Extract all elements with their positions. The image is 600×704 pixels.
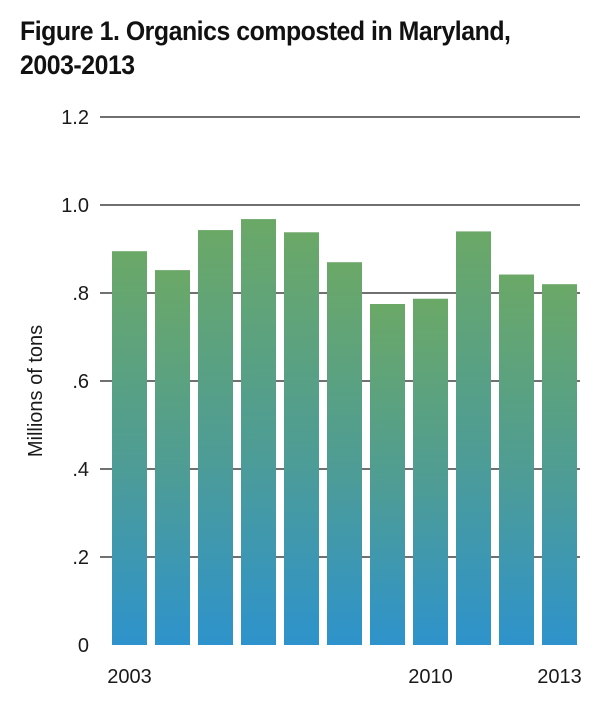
bar-2011 <box>456 231 491 645</box>
bar-2010 <box>413 298 448 645</box>
bar-2012 <box>499 274 534 645</box>
y-tick-label: 0 <box>78 635 89 657</box>
bar-2004 <box>155 270 190 645</box>
x-tick-label: 2013 <box>537 666 582 688</box>
x-tick-label: 2003 <box>107 666 152 688</box>
x-axis-tick-labels: 2003 2010 2013 <box>107 666 582 688</box>
chart-title: Figure 1. Organics composted in Maryland… <box>20 14 544 82</box>
y-axis-tick-labels: 0 .2 .4 .6 .8 1.0 1.2 <box>61 107 89 657</box>
y-tick-label: .6 <box>72 371 89 393</box>
y-tick-label: 1.2 <box>61 107 89 129</box>
bars <box>112 219 577 645</box>
bar-2006 <box>241 219 276 645</box>
y-tick-label: .2 <box>72 547 89 569</box>
chart-title-line-1: Figure 1. Organics composted in Maryland… <box>20 16 511 46</box>
y-tick-label: .4 <box>72 459 89 481</box>
bar-2008 <box>327 262 362 645</box>
y-axis-title: Millions of tons <box>25 325 47 457</box>
y-tick-label: .8 <box>72 283 89 305</box>
chart-title-line-2: 2003-2013 <box>20 50 135 80</box>
bar-2009 <box>370 304 405 645</box>
y-tick-label: 1.0 <box>61 195 89 217</box>
bar-2003 <box>112 251 147 645</box>
bar-2007 <box>284 232 319 645</box>
bar-2005 <box>198 230 233 645</box>
bar-2013 <box>542 284 577 645</box>
x-tick-label: 2010 <box>408 666 453 688</box>
